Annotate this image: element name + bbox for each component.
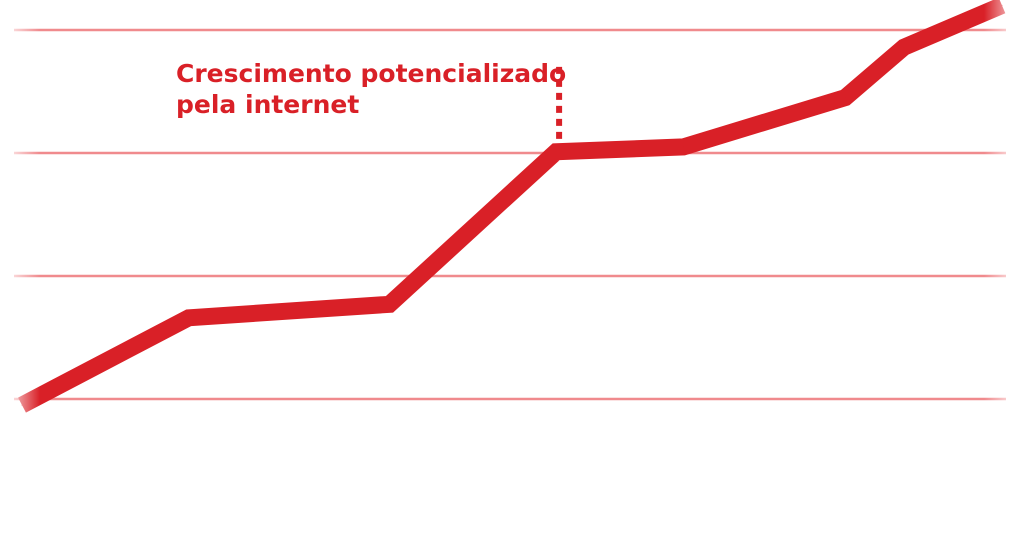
left-fade xyxy=(0,0,40,543)
gridlines xyxy=(14,28,1006,401)
series-point-7 xyxy=(903,46,905,48)
series-point-2 xyxy=(188,317,190,319)
annotation-line-1: Crescimento potencializado xyxy=(176,59,566,88)
right-fade xyxy=(984,0,1024,543)
series-point-3 xyxy=(389,303,390,305)
annotation-line-2: pela internet xyxy=(176,90,359,119)
series-point-4 xyxy=(555,151,557,153)
annotation: Crescimento potencializado pela internet xyxy=(176,59,566,139)
series-point-5 xyxy=(683,146,684,148)
series-point-6 xyxy=(844,97,846,99)
series-line-1 xyxy=(18,0,1006,413)
